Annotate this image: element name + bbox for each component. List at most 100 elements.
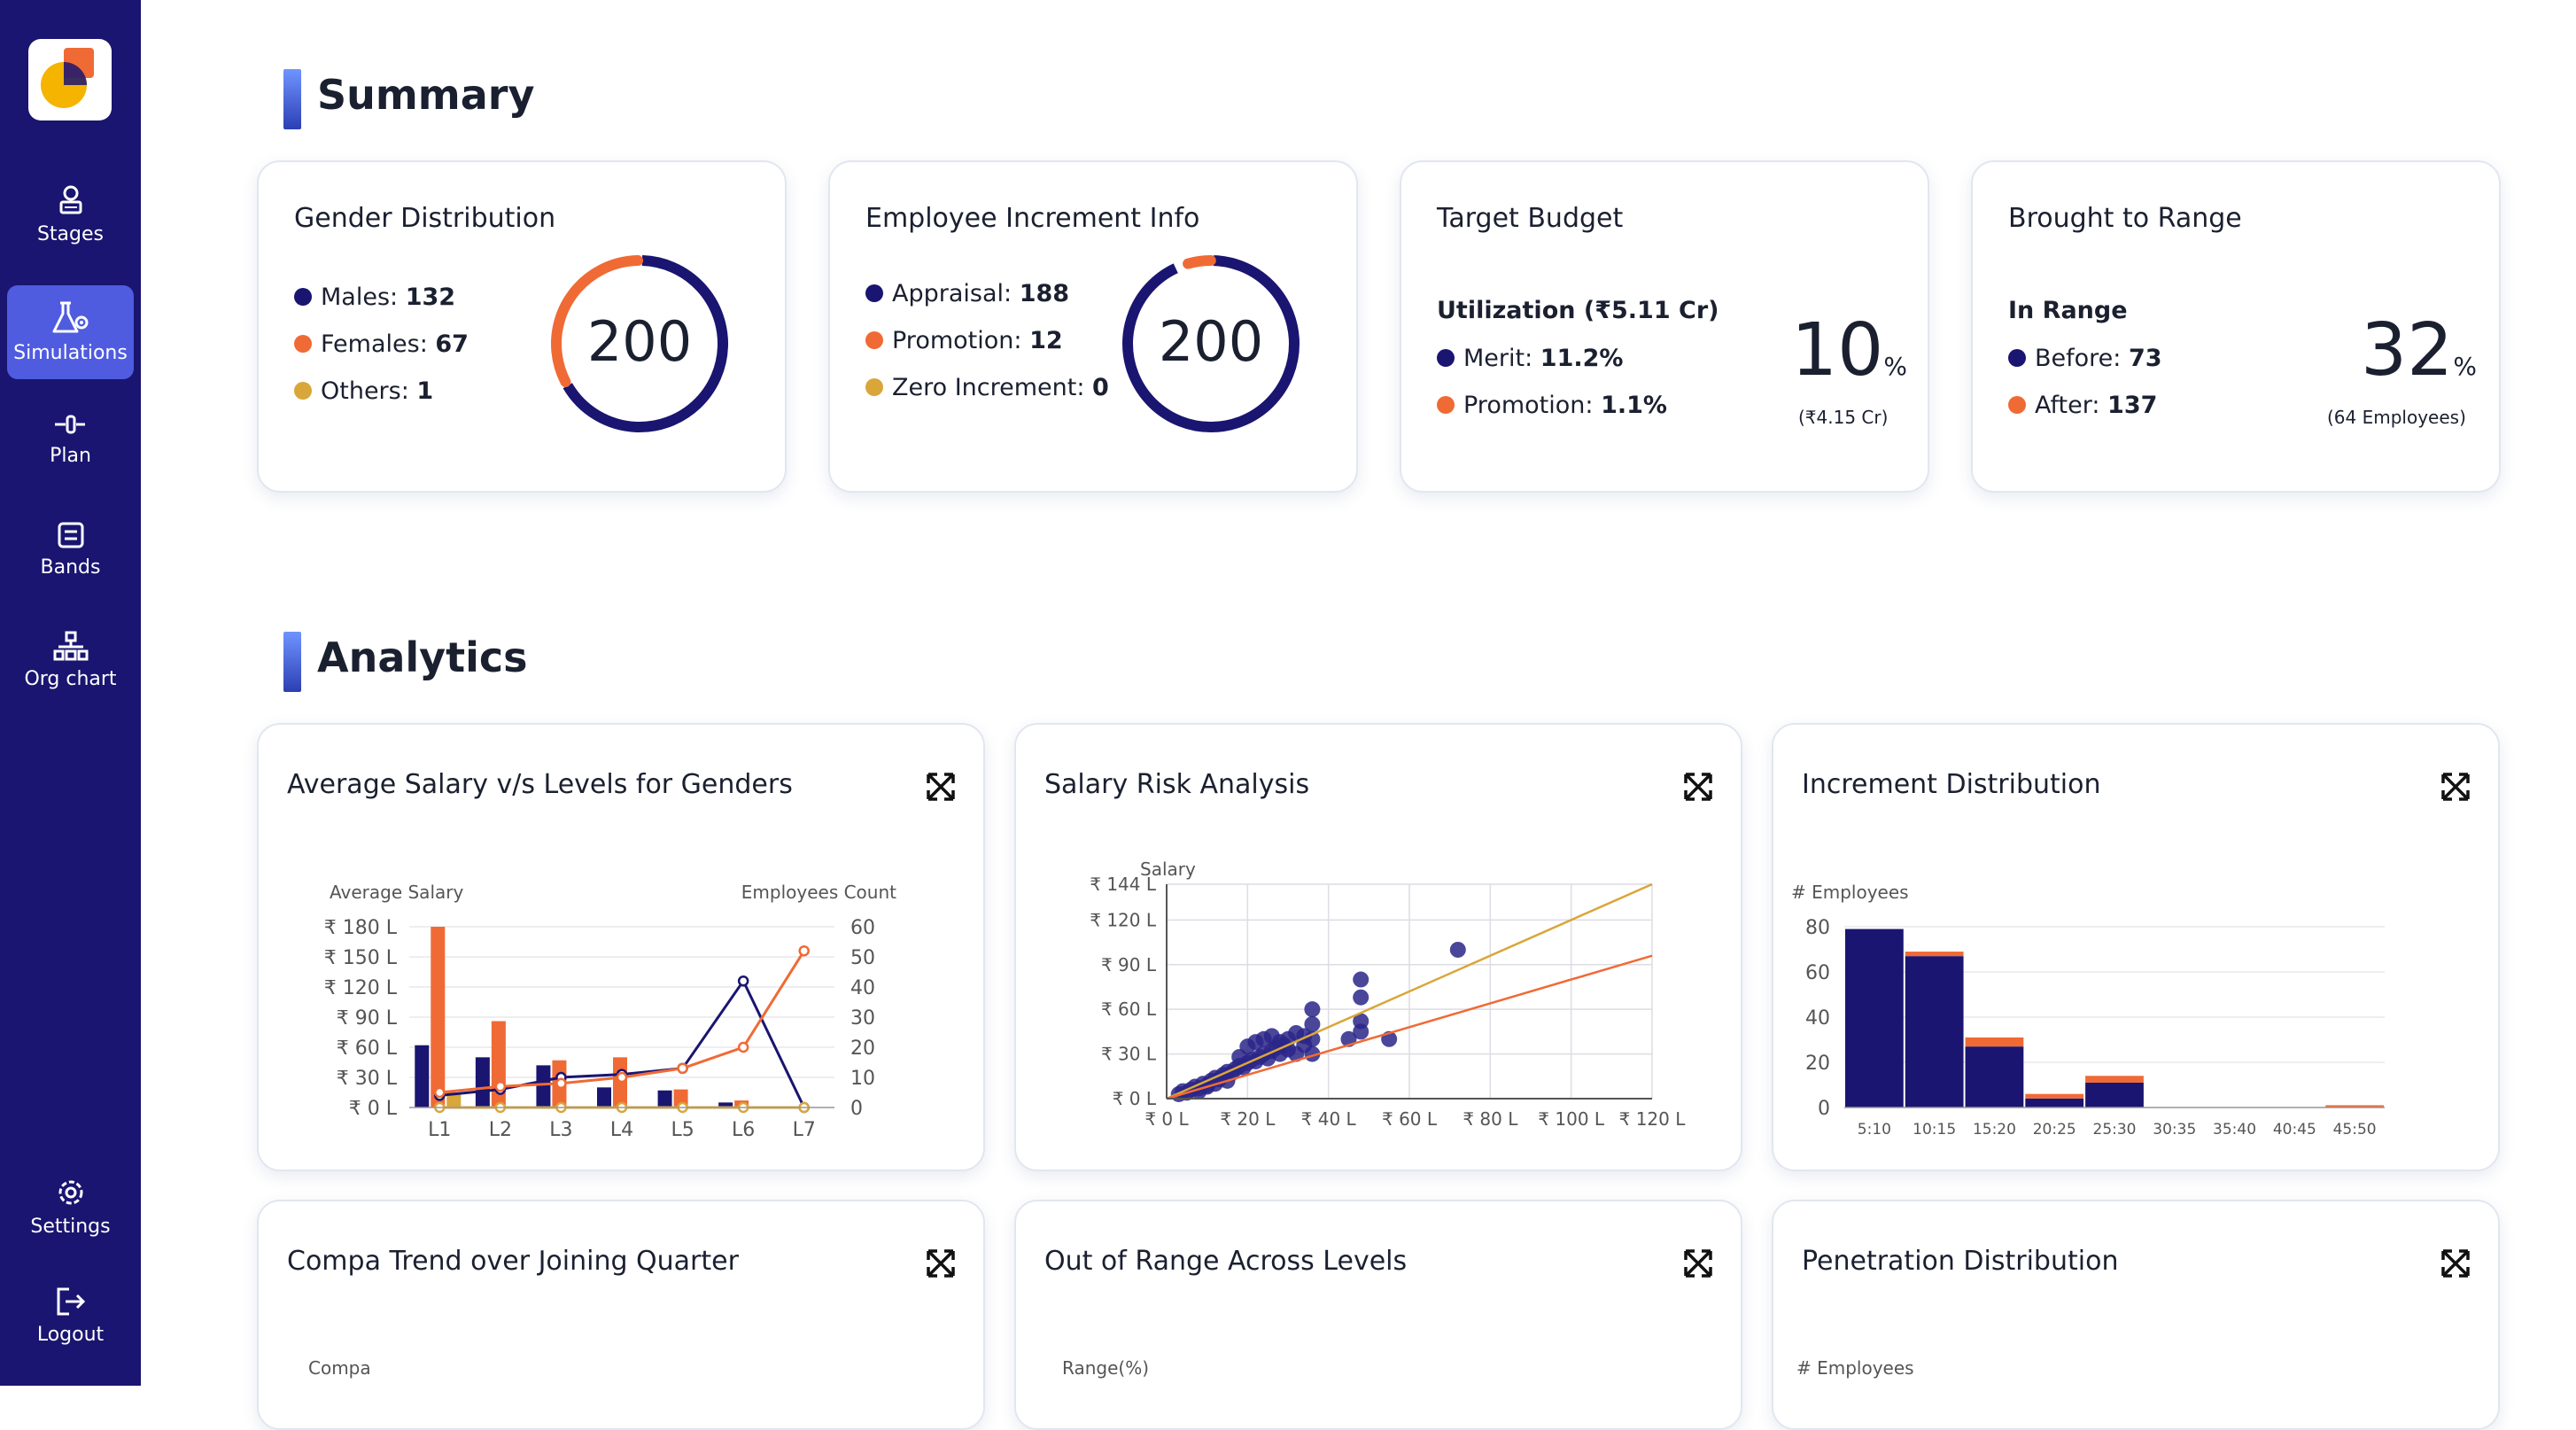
y-tick-label: ₹ 120 L (324, 977, 398, 999)
expand-icon[interactable] (2440, 1247, 2471, 1279)
app-logo[interactable] (28, 39, 112, 120)
y-tick-label: 0 (1818, 1098, 1830, 1120)
scatter-point (1353, 989, 1369, 1006)
gear-icon (58, 1180, 82, 1205)
yellow-dot-icon (294, 382, 312, 400)
bar-appraisal (2085, 1082, 2144, 1107)
expand-icon[interactable] (925, 771, 957, 803)
bar-others (446, 1092, 462, 1107)
y-tick-label: ₹ 90 L (1101, 954, 1157, 975)
y2-tick-label: 10 (850, 1068, 875, 1090)
legend-others: Others: 1 (294, 377, 433, 405)
range-employees: (64 Employees) (2327, 407, 2466, 428)
sidebar-item-label: Stages (36, 223, 105, 245)
legend-promotion: Promotion: 1.1% (1437, 392, 1667, 419)
y-tick-label: 40 (1805, 1007, 1830, 1030)
sidebar-item-simulations[interactable]: Simulations (7, 285, 134, 379)
budget-amount: (₹4.15 Cr) (1798, 407, 1889, 428)
x-tick-label: ₹ 60 L (1382, 1108, 1438, 1130)
x-tick-label: L3 (549, 1119, 572, 1141)
y2-tick-label: 0 (850, 1098, 863, 1120)
card-title: Target Budget (1437, 203, 1624, 234)
avg-salary-chart: Average Salary Employees Count ₹ 0 L 0 ₹ 30 … (324, 882, 896, 1141)
line-point (494, 1080, 507, 1092)
trend-line (1166, 954, 1653, 1100)
bar-appraisal (1845, 929, 1904, 1107)
y2-tick-label: 50 (850, 947, 875, 969)
logout-icon (57, 1287, 85, 1316)
y-tick-label: ₹ 60 L (337, 1038, 398, 1060)
x-tick-label: ₹ 100 L (1538, 1108, 1605, 1130)
expand-icon[interactable] (1682, 1247, 1714, 1279)
sidebar-item-org-chart[interactable]: Org chart (7, 615, 134, 709)
legend-females: Females: 67 (294, 330, 469, 358)
sidebar-item-label: Plan (50, 445, 91, 467)
flask-gear-icon (52, 301, 88, 333)
y2-axis-label: Employees Count (741, 882, 896, 903)
logout-button[interactable]: Logout (7, 1271, 134, 1364)
sidebar-item-bands[interactable]: Bands (7, 505, 134, 599)
increment-distribution-chart: # Employees 0 20 40 60 80 5:10 10:15 15:20 20:25 2… (1791, 882, 2385, 1139)
sidebar-item-plan[interactable]: Plan (7, 395, 134, 489)
y-tick-label: ₹ 120 L (1090, 909, 1157, 930)
bar-promotion (1905, 952, 1964, 957)
x-tick-label: L2 (489, 1119, 512, 1141)
x-tick-label: ₹ 20 L (1220, 1108, 1276, 1130)
navy-dot-icon (865, 284, 883, 302)
card-title: Average Salary v/s Levels for Genders (287, 769, 793, 800)
line-point (798, 944, 810, 957)
bar-promotion (2085, 1076, 2144, 1083)
settings-button[interactable]: Settings (7, 1161, 134, 1255)
navy-dot-icon (2008, 349, 2026, 367)
y-tick-label: 80 (1805, 917, 1830, 939)
navy-dot-icon (294, 288, 312, 306)
y-tick-label: ₹ 0 L (349, 1098, 398, 1120)
x-tick-label: 10:15 (1913, 1121, 1956, 1139)
x-tick-label: L6 (732, 1119, 755, 1141)
expand-icon[interactable] (925, 1247, 957, 1279)
stages-icon (59, 185, 81, 214)
increment-total: 200 (1159, 309, 1263, 374)
y-tick-label: ₹ 150 L (324, 947, 398, 969)
card-title: Employee Increment Info (865, 203, 1200, 234)
scatter-point (1353, 971, 1369, 988)
x-tick-label: L7 (793, 1119, 816, 1141)
bar-females (431, 927, 446, 1107)
x-tick-label: L4 (610, 1119, 633, 1141)
line-point (616, 1071, 628, 1084)
org-chart-icon (53, 631, 88, 661)
y-tick-label: ₹ 0 L (1113, 1088, 1157, 1109)
employees-axis-label: # Employees (1796, 1357, 1914, 1379)
card-title: Increment Distribution (1802, 769, 2101, 800)
salary-risk-card: Salary Risk Analysis Salary ₹ 0 L ₹ 30 L ₹ … (1014, 723, 1742, 1171)
avg-salary-card: Average Salary v/s Levels for Genders Av… (257, 723, 985, 1171)
increment-donut: 200 (1121, 254, 1300, 434)
y-tick-label: ₹ 180 L (324, 917, 398, 939)
legend-before: Before: 73 (2008, 345, 2162, 372)
bar-males (536, 1065, 551, 1107)
y2-tick-label: 30 (850, 1007, 875, 1030)
bar-appraisal (1905, 956, 1964, 1107)
x-tick-label: L5 (671, 1119, 694, 1141)
gender-donut: 200 (551, 255, 728, 432)
bar-promotion (2325, 1105, 2384, 1107)
salary-risk-chart: Salary ₹ 0 L ₹ 30 L ₹ 60 L ₹ 90 L ₹ 120 L ₹ 14… (1090, 859, 1686, 1130)
settings-label: Settings (30, 1216, 111, 1238)
bar-promotion (1965, 1037, 2024, 1047)
expand-icon[interactable] (2440, 771, 2471, 803)
orange-dot-icon (1437, 396, 1455, 414)
plan-icon (54, 415, 85, 434)
line-point (434, 1086, 446, 1099)
out-of-range-card: Out of Range Across Levels Range(%) (1014, 1200, 1742, 1430)
x-tick-label: ₹ 80 L (1463, 1108, 1518, 1130)
expand-icon[interactable] (1682, 771, 1714, 803)
sidebar-item-stages[interactable]: Stages (7, 168, 134, 262)
bar-promotion (2025, 1093, 2084, 1099)
brought-to-range-card: Brought to Range In Range Before: 73 Aft… (1971, 160, 2501, 493)
y2-tick-label: 60 (850, 917, 875, 939)
gender-total: 200 (587, 309, 692, 374)
range-percent: 32% (2361, 308, 2477, 392)
section-accent (283, 632, 301, 692)
bar-appraisal (2025, 1098, 2084, 1107)
sidebar: Stages Simulations Plan Bands (0, 0, 141, 1386)
